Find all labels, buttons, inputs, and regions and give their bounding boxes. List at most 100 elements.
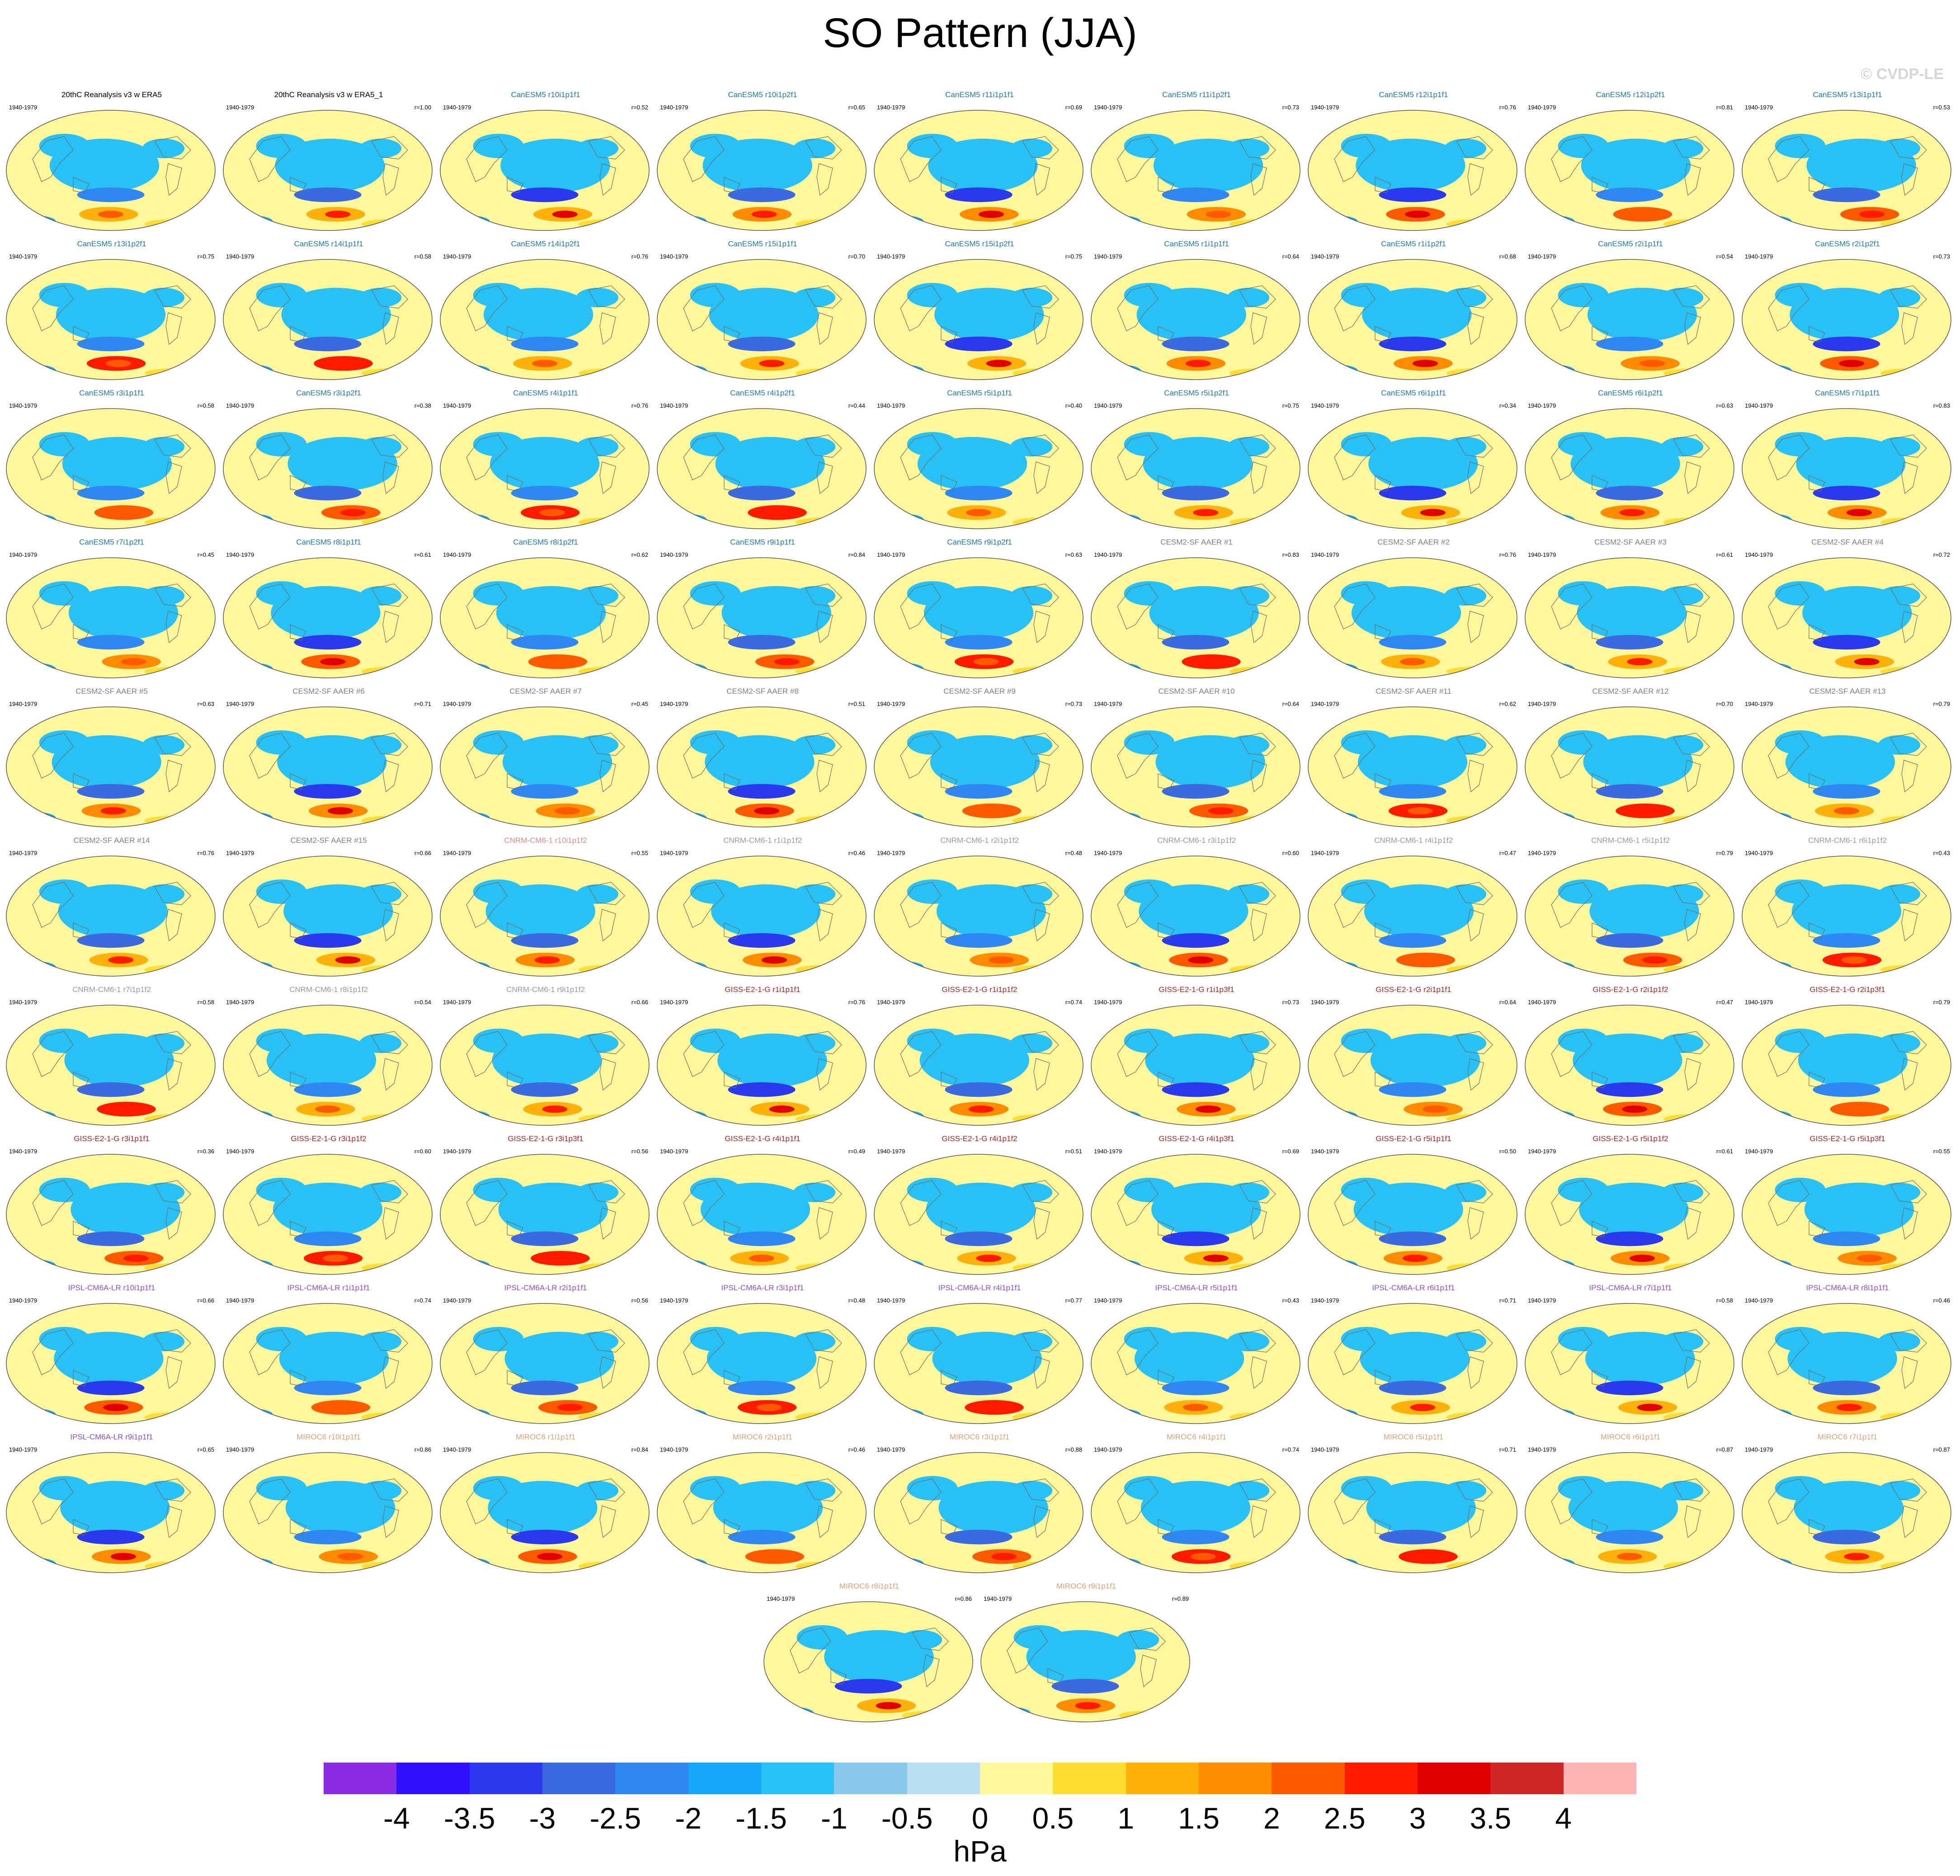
map-field: [657, 1154, 867, 1275]
anomaly-contour: [98, 211, 123, 218]
panel-correlation: r=0.45: [631, 701, 648, 707]
anomaly-contour: [1379, 933, 1446, 948]
map-border: [1091, 110, 1300, 231]
anomaly-contour: [1145, 1033, 1255, 1087]
map-border: [1525, 1154, 1734, 1275]
panel-title: CanESM5 r6i1p2f1: [1598, 389, 1663, 397]
panel-period: 1940-1979: [9, 850, 38, 856]
anomaly-contour: [333, 360, 358, 367]
anomaly-contour: [945, 1529, 1013, 1545]
panel-correlation: r=0.87: [1716, 1446, 1733, 1453]
map-border: [874, 706, 1084, 828]
anomaly-contour: [1379, 1231, 1446, 1246]
anomaly-contour: [39, 283, 90, 307]
coastline: [507, 922, 523, 939]
map-panel: CESM2-SF AAER #10 1940-1979 r=0.64: [1090, 687, 1303, 834]
map-border: [1742, 1303, 1951, 1424]
panel-period: 1940-1979: [1745, 253, 1773, 260]
anomaly-contour: [39, 581, 90, 606]
anomaly-contour: [1596, 1231, 1663, 1246]
map-panel: GISS-E2-1-G r4i1p1f2 1940-1979 r=0.51: [873, 1134, 1086, 1281]
anomaly-contour: [1813, 1231, 1880, 1246]
anomaly-contour: [550, 1255, 575, 1262]
map-panel: GISS-E2-1-G r2i1p1f1 1940-1979 r=0.64: [1307, 985, 1520, 1132]
anomaly-contour: [39, 879, 90, 904]
map-border: [1308, 557, 1517, 678]
anomaly-contour: [1775, 879, 1826, 904]
coastline: [1467, 909, 1484, 942]
anomaly-contour: [1532, 1557, 1575, 1570]
anomaly-contour: [77, 1380, 145, 1396]
panel-period: 1940-1979: [767, 1595, 795, 1602]
colorbar-swatch: [688, 1763, 762, 1794]
panel-title: CanESM5 r2i1p1f1: [1598, 240, 1663, 248]
anomaly-contour: [1012, 517, 1072, 527]
map-border: [223, 408, 433, 529]
anomaly-contour: [256, 134, 307, 158]
coastline: [1551, 434, 1592, 480]
anomaly-contour: [907, 1178, 958, 1202]
anomaly-contour: [1446, 1561, 1506, 1571]
map-panel: CanESM5 r15i1p2f1 1940-1979 r=0.75: [873, 240, 1086, 386]
map-panel: CanESM5 r4i1p2f1 1940-1979 r=0.44: [656, 389, 869, 536]
map-field: [874, 1303, 1084, 1424]
anomaly-contour: [14, 1557, 56, 1570]
panel-correlation: r=0.51: [848, 701, 865, 707]
anomaly-contour: [1315, 364, 1358, 377]
anomaly-contour: [576, 1481, 619, 1500]
colorbar-swatch: [396, 1763, 470, 1794]
map-panel: CNRM-CM6-1 r3i1p1f2 1940-1979 r=0.60: [1090, 836, 1303, 983]
anomaly-contour: [1203, 1255, 1229, 1262]
anomaly-contour: [1446, 1412, 1506, 1422]
panel-title: GISS-E2-1-G r5i1p1f1: [1376, 1134, 1451, 1143]
anomaly-contour: [881, 215, 924, 228]
anomaly-contour: [473, 730, 524, 755]
map-panel: CanESM5 r12i1p2f1 1940-1979 r=0.81: [1524, 90, 1737, 237]
coastline: [1467, 163, 1484, 196]
anomaly-contour: [664, 663, 707, 675]
anomaly-contour: [359, 1481, 402, 1500]
map-border: [440, 1452, 650, 1573]
map-panel: CanESM5 r2i1p1f1 1940-1979 r=0.54: [1524, 240, 1737, 386]
map-panel: CESM2-SF AAER #9 1940-1979 r=0.73: [873, 687, 1086, 834]
anomaly-contour: [578, 368, 638, 378]
panel-title: CanESM5 r13i1p2f1: [77, 240, 146, 248]
anomaly-contour: [359, 586, 402, 606]
coastline: [382, 1356, 399, 1389]
anomaly-contour: [1227, 138, 1270, 158]
map-field: [223, 408, 433, 529]
anomaly-contour: [231, 812, 273, 824]
panel-period: 1940-1979: [1094, 253, 1122, 260]
coastline: [249, 1031, 291, 1077]
anomaly-contour: [907, 432, 958, 456]
coastline: [382, 760, 399, 793]
map-border: [223, 110, 433, 231]
map-border: [1742, 856, 1951, 977]
panel-title: CNRM-CM6-1 r7i1p1f2: [72, 985, 151, 994]
panel-period: 1940-1979: [660, 701, 688, 707]
map-border: [1525, 706, 1734, 828]
map-field: [1308, 1452, 1517, 1573]
anomaly-contour: [359, 735, 402, 755]
map-border: [1308, 1452, 1517, 1573]
anomaly-contour: [1617, 1553, 1642, 1561]
panel-title: IPSL-CM6A-LR r4i1p1f1: [938, 1284, 1021, 1292]
anomaly-contour: [39, 730, 90, 755]
anomaly-contour: [907, 1327, 958, 1351]
anomaly-contour: [1010, 287, 1053, 307]
panel-correlation: r=0.43: [1933, 850, 1950, 856]
anomaly-contour: [1558, 283, 1609, 307]
colorbar-tick-label: -0.5: [881, 1801, 933, 1835]
coastline: [1022, 583, 1059, 607]
map-field: [874, 856, 1084, 977]
anomaly-contour: [1880, 517, 1940, 527]
panel-period: 1940-1979: [1311, 850, 1339, 856]
map-field: [1308, 1303, 1517, 1424]
coastline: [1239, 583, 1276, 607]
anomaly-contour: [322, 1255, 348, 1262]
anomaly-contour: [1558, 1178, 1609, 1202]
map-border: [440, 706, 650, 828]
anomaly-contour: [1098, 1408, 1141, 1421]
coastline: [466, 434, 508, 480]
panel-period: 1940-1979: [877, 104, 905, 111]
